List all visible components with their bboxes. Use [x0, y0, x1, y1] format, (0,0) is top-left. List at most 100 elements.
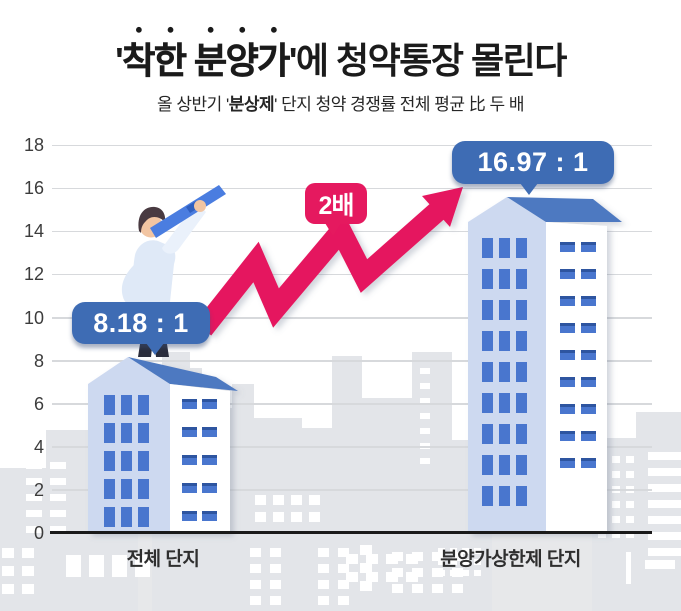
decorative-rect [66, 555, 81, 577]
decorative-rect [250, 548, 261, 557]
decorative-rect [270, 548, 281, 557]
decorative-rect [291, 495, 302, 505]
decorative-rect [581, 407, 596, 414]
decorative-rect [581, 353, 596, 360]
decorative-rect [581, 326, 596, 333]
decorative-rect [560, 245, 575, 252]
decorative-rect [612, 531, 620, 538]
decorative-rect [499, 455, 510, 475]
gridline [52, 403, 652, 405]
y-axis-tick-label: 4 [33, 436, 44, 457]
decorative-rect [360, 563, 372, 573]
gridline [52, 360, 652, 362]
decorative-rect [516, 331, 527, 351]
decorative-rect [121, 395, 132, 415]
decorative-rect [581, 380, 596, 387]
decorative-rect [420, 383, 430, 389]
decorative-rect [412, 352, 452, 611]
decorative-rect [560, 461, 575, 468]
title-quote-open: ' [115, 40, 124, 81]
decorative-rect [499, 393, 510, 413]
decorative-rect [560, 299, 575, 306]
decorative-rect [499, 362, 510, 382]
decorative-rect [450, 570, 457, 576]
y-axis-tick-label: 6 [33, 393, 44, 414]
decorative-rect [482, 486, 493, 506]
decorative-rect [420, 368, 430, 374]
decorative-rect [482, 269, 493, 289]
decorative-rect [648, 516, 681, 524]
decorative-rect [581, 434, 596, 441]
annotation-bubble: 2배 [305, 183, 367, 236]
growth-arrow [194, 187, 463, 336]
decorative-rect [516, 455, 527, 475]
decorative-rect [182, 458, 197, 465]
decorative-rect [462, 548, 469, 554]
decorative-rect [581, 245, 596, 252]
decorative-rect [255, 495, 266, 505]
decorative-rect [255, 512, 266, 522]
decorative-rect [22, 584, 34, 594]
decorative-rect [202, 458, 217, 465]
decorative-rect [499, 486, 510, 506]
decorative-rect [626, 552, 631, 584]
y-axis-tick-label: 16 [23, 178, 44, 199]
decorative-rect [338, 580, 349, 589]
decorative-rect [626, 456, 634, 463]
x-axis-baseline [50, 531, 652, 534]
decorative-rect [452, 552, 463, 561]
decorative-rect [2, 584, 14, 594]
decorative-rect [581, 299, 596, 306]
decorative-rect [420, 428, 430, 434]
subtitle-post: ' 단지 청약 경쟁률 전체 평균 比 두 배 [274, 95, 525, 115]
decorative-rect [420, 398, 430, 404]
decorative-rect [612, 516, 620, 523]
decorative-rect [273, 512, 284, 522]
decorative-rect [482, 362, 493, 382]
decorative-rect [626, 501, 634, 508]
decorative-rect [112, 555, 127, 577]
decorative-rect [202, 486, 217, 493]
decorative-rect [121, 423, 132, 443]
gridline [52, 489, 652, 491]
decorative-rect [338, 548, 349, 557]
gridline [52, 144, 652, 147]
decorative-rect [386, 572, 398, 582]
decorative-rect [482, 331, 493, 351]
decorative-rect [560, 326, 575, 333]
decorative-rect [648, 548, 681, 556]
title-rest: '에 청약통장 몰린다 [288, 40, 568, 81]
decorative-rect [438, 570, 445, 576]
decorative-rect [346, 554, 358, 564]
decorative-rect [270, 596, 281, 605]
decorative-rect [612, 456, 620, 463]
decorative-rect [50, 478, 66, 485]
decorative-rect [202, 430, 217, 437]
decorative-rect [309, 512, 320, 522]
decorative-rect [560, 380, 575, 387]
decorative-rect [250, 564, 261, 573]
decorative-rect [482, 424, 493, 444]
decorative-rect [22, 548, 34, 558]
decorative-rect [318, 596, 329, 605]
decorative-rect [626, 471, 634, 478]
decorative-rect [104, 479, 115, 499]
decorative-rect [438, 559, 445, 565]
decorative-rect [636, 412, 681, 611]
decorative-rect [499, 424, 510, 444]
decorative-rect [432, 584, 443, 593]
decorative-rect [291, 512, 302, 522]
category-label-left: 전체 단지 [126, 549, 200, 570]
decorative-rect [26, 478, 42, 485]
decorative-rect [22, 566, 34, 576]
decorative-rect [182, 514, 197, 521]
decorative-rect [2, 548, 14, 558]
decorative-rect [360, 545, 372, 555]
decorative-rect [516, 362, 527, 382]
decorative-rect [462, 559, 469, 565]
decorative-rect [121, 479, 132, 499]
decorative-rect [138, 507, 149, 527]
decorative-rect [138, 479, 149, 499]
decorative-rect [499, 238, 510, 258]
decorative-rect [560, 407, 575, 414]
